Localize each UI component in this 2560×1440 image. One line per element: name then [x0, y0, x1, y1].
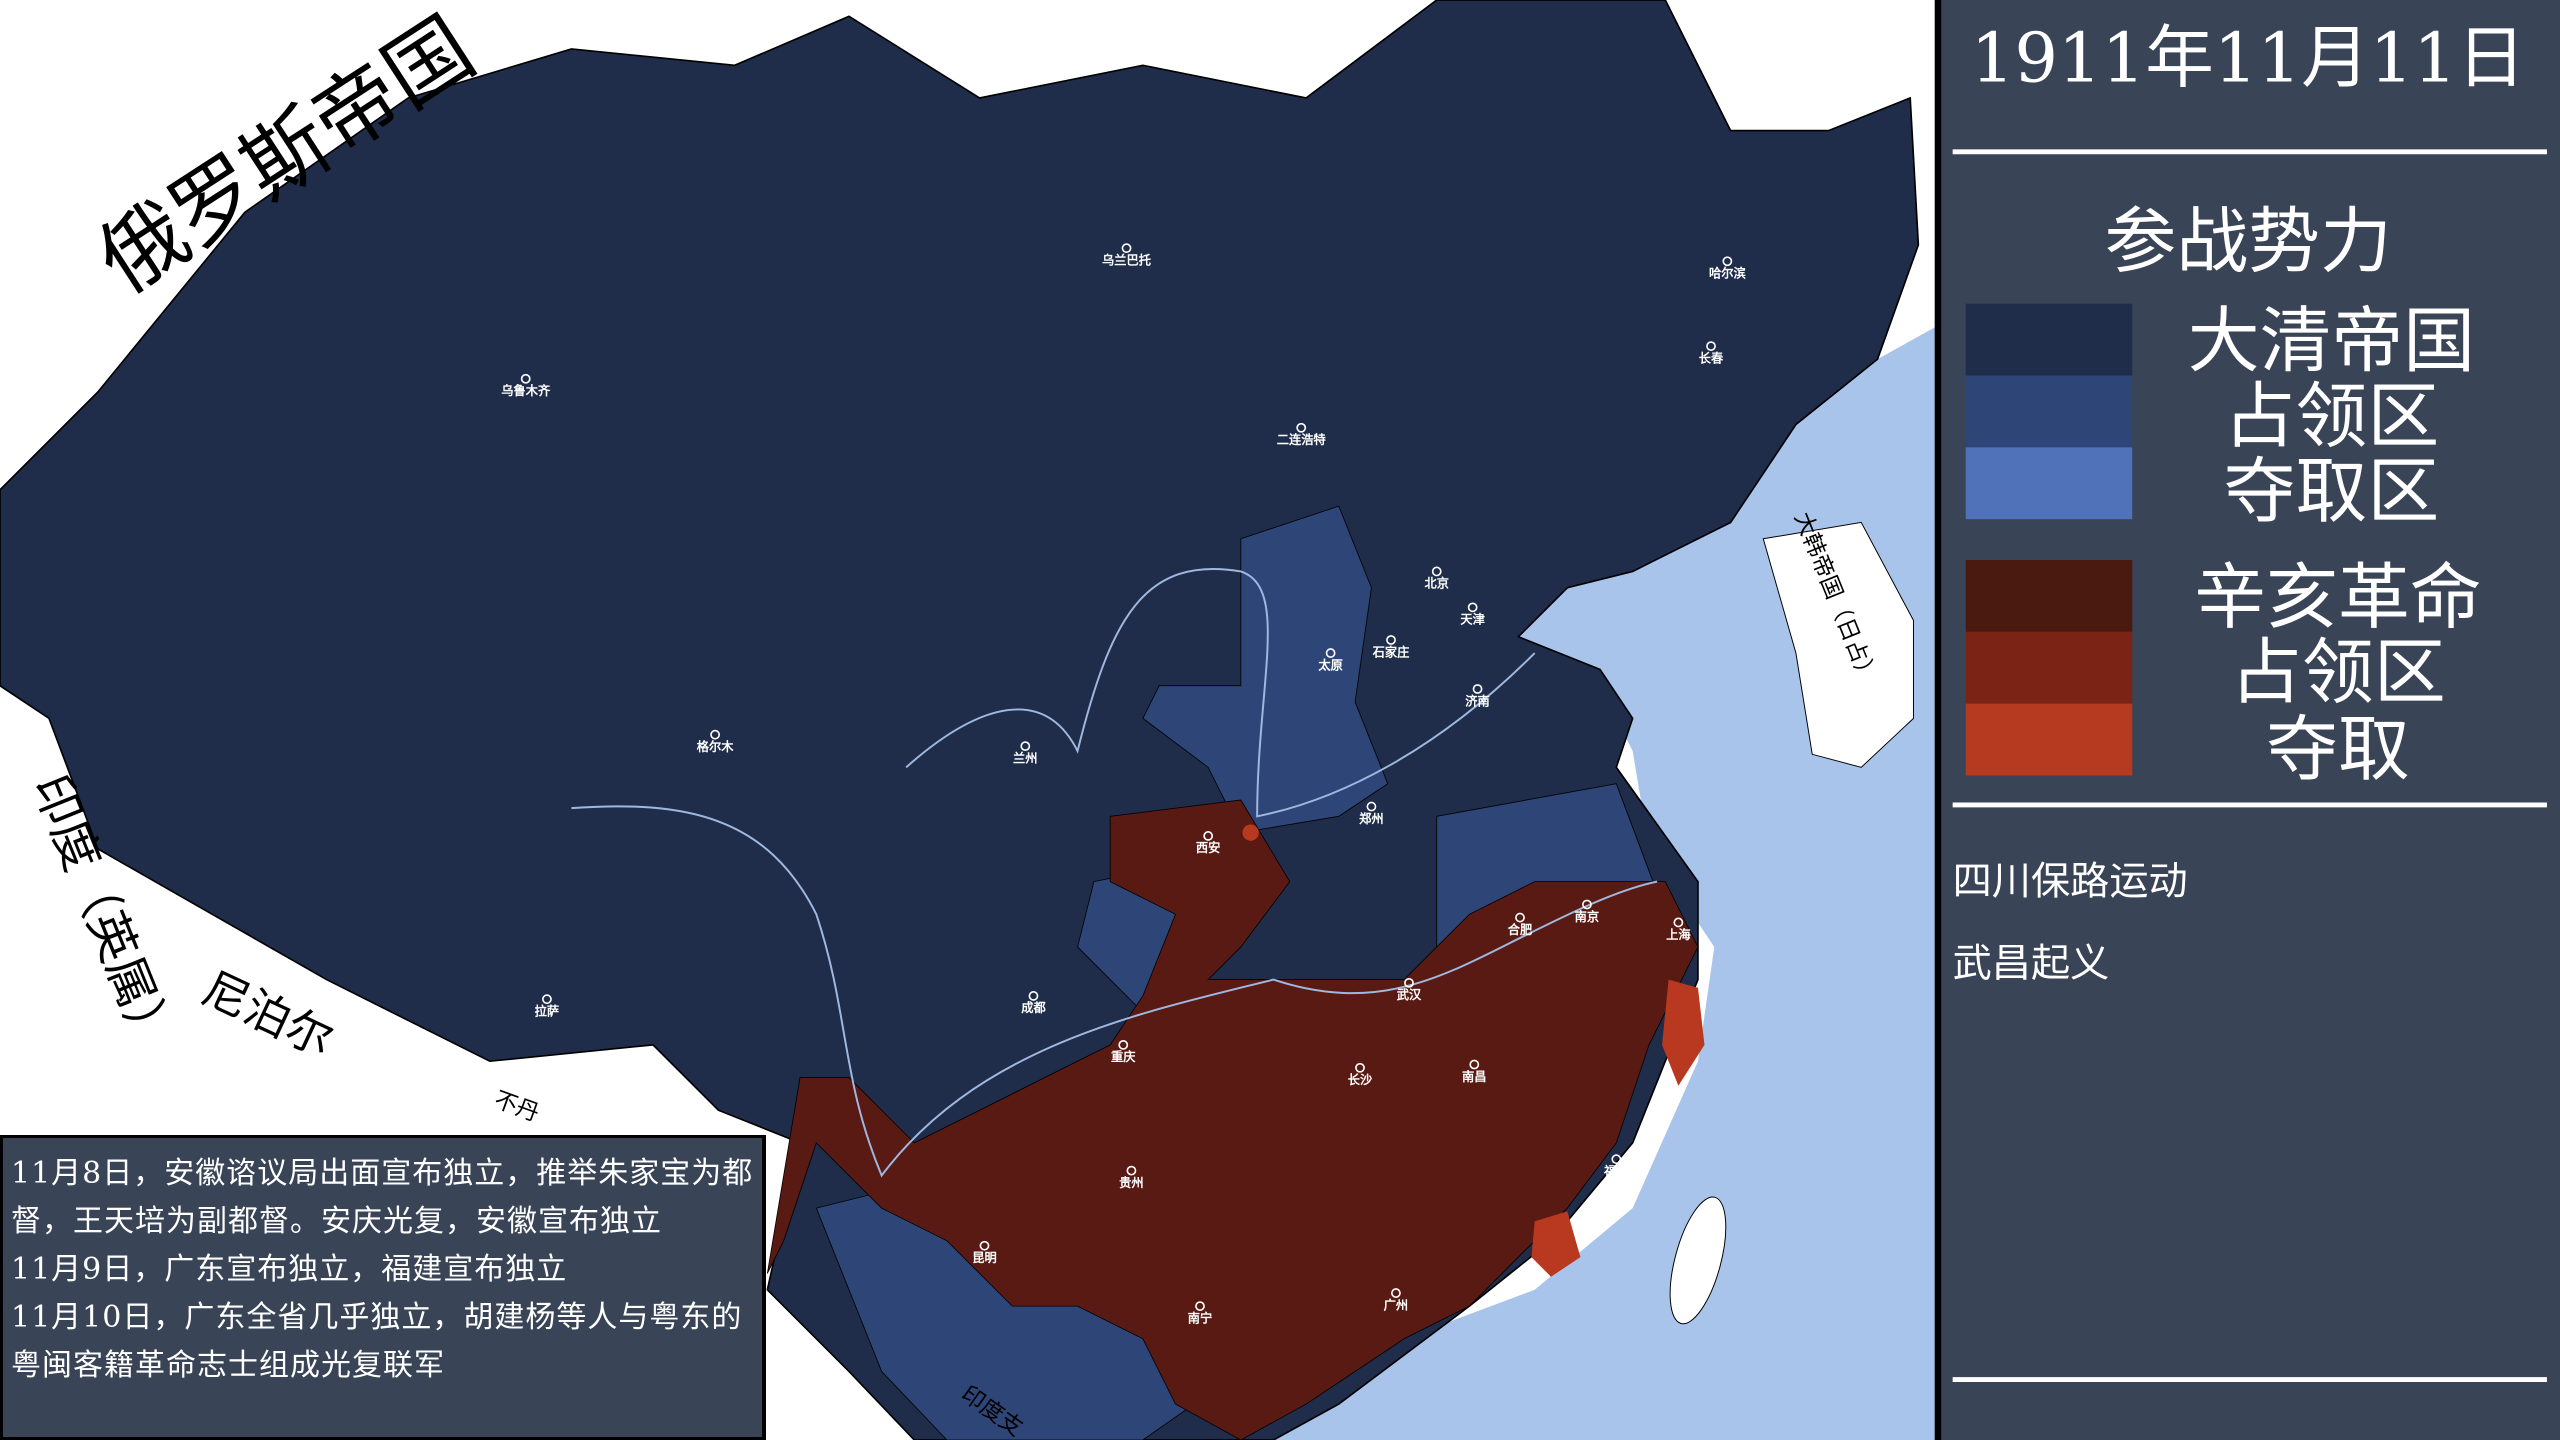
korea: [1762, 521, 1914, 768]
city-label: 郑州: [1359, 811, 1383, 826]
city-marker: [1722, 256, 1733, 267]
city-marker: [1126, 1165, 1137, 1176]
legend-label: 大清帝国: [2188, 299, 2475, 383]
city-marker: [1673, 917, 1684, 928]
revolution-occupied: [766, 799, 1699, 1440]
city-label: 福州: [1603, 1164, 1628, 1179]
legend-label: 辛亥革命: [2194, 555, 2481, 639]
city-marker: [1431, 566, 1442, 577]
sea: [1044, 326, 1937, 1440]
legend-label: 占领区: [2224, 374, 2439, 458]
legend-swatch: [1965, 447, 2133, 520]
city-marker: [1121, 243, 1132, 254]
city-marker: [1028, 991, 1039, 1001]
city-label: 格尔木: [697, 739, 734, 754]
city-marker: [1203, 831, 1214, 841]
legend-title: 参战势力: [2105, 199, 2392, 283]
log-entry: 11月8日，安徽谘议局出面宣布独立，推举朱家宝为都督，王天培为副都督。安庆光复，…: [11, 1156, 754, 1239]
city-label: 济南: [1465, 693, 1489, 708]
city-marker: [1195, 1301, 1205, 1312]
city-label: 广州: [1384, 1297, 1408, 1312]
city-label: 北京: [1424, 576, 1448, 591]
city-marker: [1515, 912, 1525, 923]
city-marker: [1706, 341, 1716, 352]
city-label: 上海: [1666, 927, 1691, 942]
city-marker: [1296, 422, 1307, 433]
legend-label: 占领区: [2230, 630, 2445, 714]
city-marker: [1325, 648, 1336, 658]
city-marker: [710, 729, 720, 740]
city-marker: [1467, 602, 1478, 613]
city-marker: [1386, 635, 1396, 645]
city-marker: [1404, 977, 1414, 988]
city-label: 昆明: [972, 1251, 996, 1265]
legend-swatch: [1965, 703, 2133, 776]
city-marker: [1366, 801, 1377, 812]
log-entry: 11月9日，广东宣布独立，福建宣布独立: [11, 1252, 568, 1287]
city-label: 南昌: [1462, 1069, 1486, 1084]
city-label: 合肥: [1508, 922, 1533, 937]
city-label: 乌鲁木齐: [501, 383, 551, 398]
city-label: 南宁: [1188, 1310, 1212, 1325]
city-marker: [1391, 1288, 1401, 1298]
city-label: 二连浩特: [1277, 432, 1326, 447]
event[interactable]: 武昌起义: [1953, 941, 2110, 986]
log-entry: 11月10日，广东全省几乎独立，胡建杨等人与粤东的粤闽客籍革命志士组成光复联军: [11, 1300, 743, 1383]
city-marker: [1469, 1059, 1480, 1070]
city-label: 成都: [1021, 1000, 1046, 1015]
city-marker: [1611, 1154, 1622, 1165]
city-label: 兰州: [1013, 750, 1037, 765]
city-label: 长春: [1699, 350, 1724, 365]
city-label: 石家庄: [1372, 644, 1410, 659]
city-marker: [1020, 741, 1031, 752]
rivers: [571, 568, 1658, 1178]
city-label: 天津: [1460, 612, 1484, 627]
city-label: 南京: [1575, 909, 1599, 924]
side-panel: 1911年11月11日 参战势力 大清帝国 占领区 夺取区 辛亥革命 占领区 夺…: [1934, 0, 2560, 1440]
legend-swatch: [1965, 631, 2133, 704]
legend-label: 夺取区: [2224, 449, 2439, 533]
city-label: 长沙: [1348, 1072, 1373, 1087]
city-label: 哈尔滨: [1709, 266, 1746, 281]
city-label: 太原: [1317, 657, 1342, 672]
city-label: 西安: [1196, 840, 1220, 855]
legend-swatch: [1965, 303, 2133, 376]
city-label: 武汉: [1397, 987, 1422, 1002]
city-label: 贵州: [1119, 1175, 1143, 1190]
city-label: 乌兰巴托: [1102, 252, 1151, 267]
legend-label: 夺取: [2266, 707, 2410, 791]
city-marker: [1355, 1062, 1365, 1073]
city-label: 重庆: [1111, 1049, 1136, 1064]
revolution-seized: [1242, 824, 1705, 1277]
city-label: 拉萨: [535, 1004, 559, 1019]
event-log: 11月8日，安徽谘议局出面宣布独立，推举朱家宝为都督，王天培为副都督。安庆光复，…: [0, 1135, 766, 1440]
city-marker: [1118, 1040, 1129, 1050]
taiwan: [1669, 1196, 1727, 1325]
city-marker: [979, 1240, 990, 1251]
city-marker: [1582, 899, 1592, 910]
city-marker: [1472, 684, 1483, 694]
legend-swatch: [1965, 560, 2133, 632]
city-marker: [542, 994, 552, 1005]
legend-swatch: [1965, 375, 2133, 448]
date: 1911年11月11日: [1971, 19, 2526, 99]
event[interactable]: 四川保路运动: [1953, 860, 2188, 905]
city-marker: [520, 373, 531, 384]
